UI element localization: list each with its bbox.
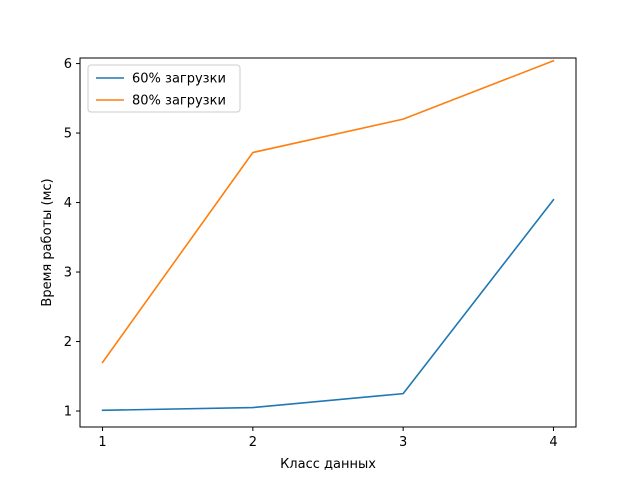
y-tick-label: 1 [64,405,72,420]
y-axis: 1 2 3 4 5 6 [64,57,80,420]
plot-area-frame [79,57,577,428]
x-axis: 1 2 3 4 [98,427,558,450]
y-tick-label: 6 [64,57,72,72]
x-axis-label: Класс данных [280,457,376,472]
y-tick-label: 4 [64,196,72,211]
x-tick-label: 4 [549,435,557,450]
legend-label: 80% загрузки [132,94,226,109]
y-tick-label: 5 [64,127,72,142]
legend-box [87,64,241,113]
y-tick-label: 2 [64,335,72,350]
x-tick-label: 2 [249,435,257,450]
x-tick-label: 1 [98,435,106,450]
y-tick-label: 3 [64,266,72,281]
x-tick-label: 3 [399,435,407,450]
y-axis-label: Время работы (мс) [40,178,55,306]
series-layer [101,59,555,412]
series-line-1 [101,198,555,412]
legend: 60% загрузки 80% загрузки [87,64,241,113]
legend-label: 60% загрузки [132,72,226,87]
series-line-2 [101,59,555,364]
